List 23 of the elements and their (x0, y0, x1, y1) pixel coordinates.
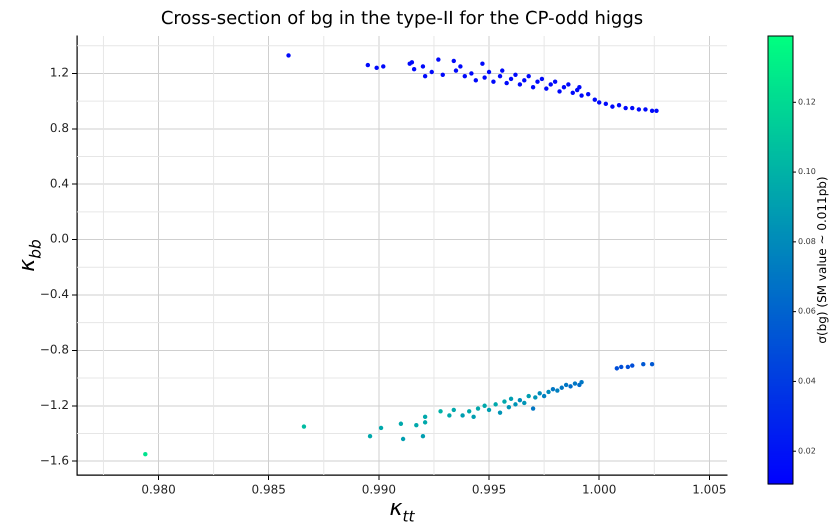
color-bar-label: 0.02 (798, 446, 816, 456)
x-tick-label: 0.985 (252, 482, 286, 496)
y-tick-label: −0.4 (40, 287, 69, 302)
color-bar-label: 0.06 (798, 306, 816, 316)
x-tick-label: 1.000 (582, 482, 616, 496)
y-tick-label: −1.6 (40, 453, 69, 468)
y-axis-title: κbb (15, 239, 45, 272)
color-bar-label: 0.10 (798, 167, 816, 176)
y-tick-label: −0.8 (40, 342, 69, 356)
chart-title: Cross-section of bg in the type-II for the CP-odd higgs (160, 8, 644, 29)
color-bar-label: 0.04 (798, 376, 816, 386)
color-bar-label: 0.12 (798, 97, 816, 106)
y-tick-label: −1.2 (40, 398, 69, 412)
y-tick-label: 0.0 (50, 232, 69, 246)
y-tick-label: 0.4 (50, 176, 69, 190)
y-tick-label: 1.2 (50, 66, 69, 80)
x-tick-label: 1.005 (692, 482, 727, 496)
x-tick-label: 0.990 (362, 482, 396, 496)
x-tick-label: 0.995 (472, 482, 506, 496)
color-bar-title: σ(bg) (SM value ~ 0.011pb) (815, 176, 829, 344)
x-tick-label: 0.980 (141, 482, 176, 496)
y-tick-label: 0.8 (50, 120, 69, 135)
color-bar-label: 0.08 (798, 236, 816, 246)
